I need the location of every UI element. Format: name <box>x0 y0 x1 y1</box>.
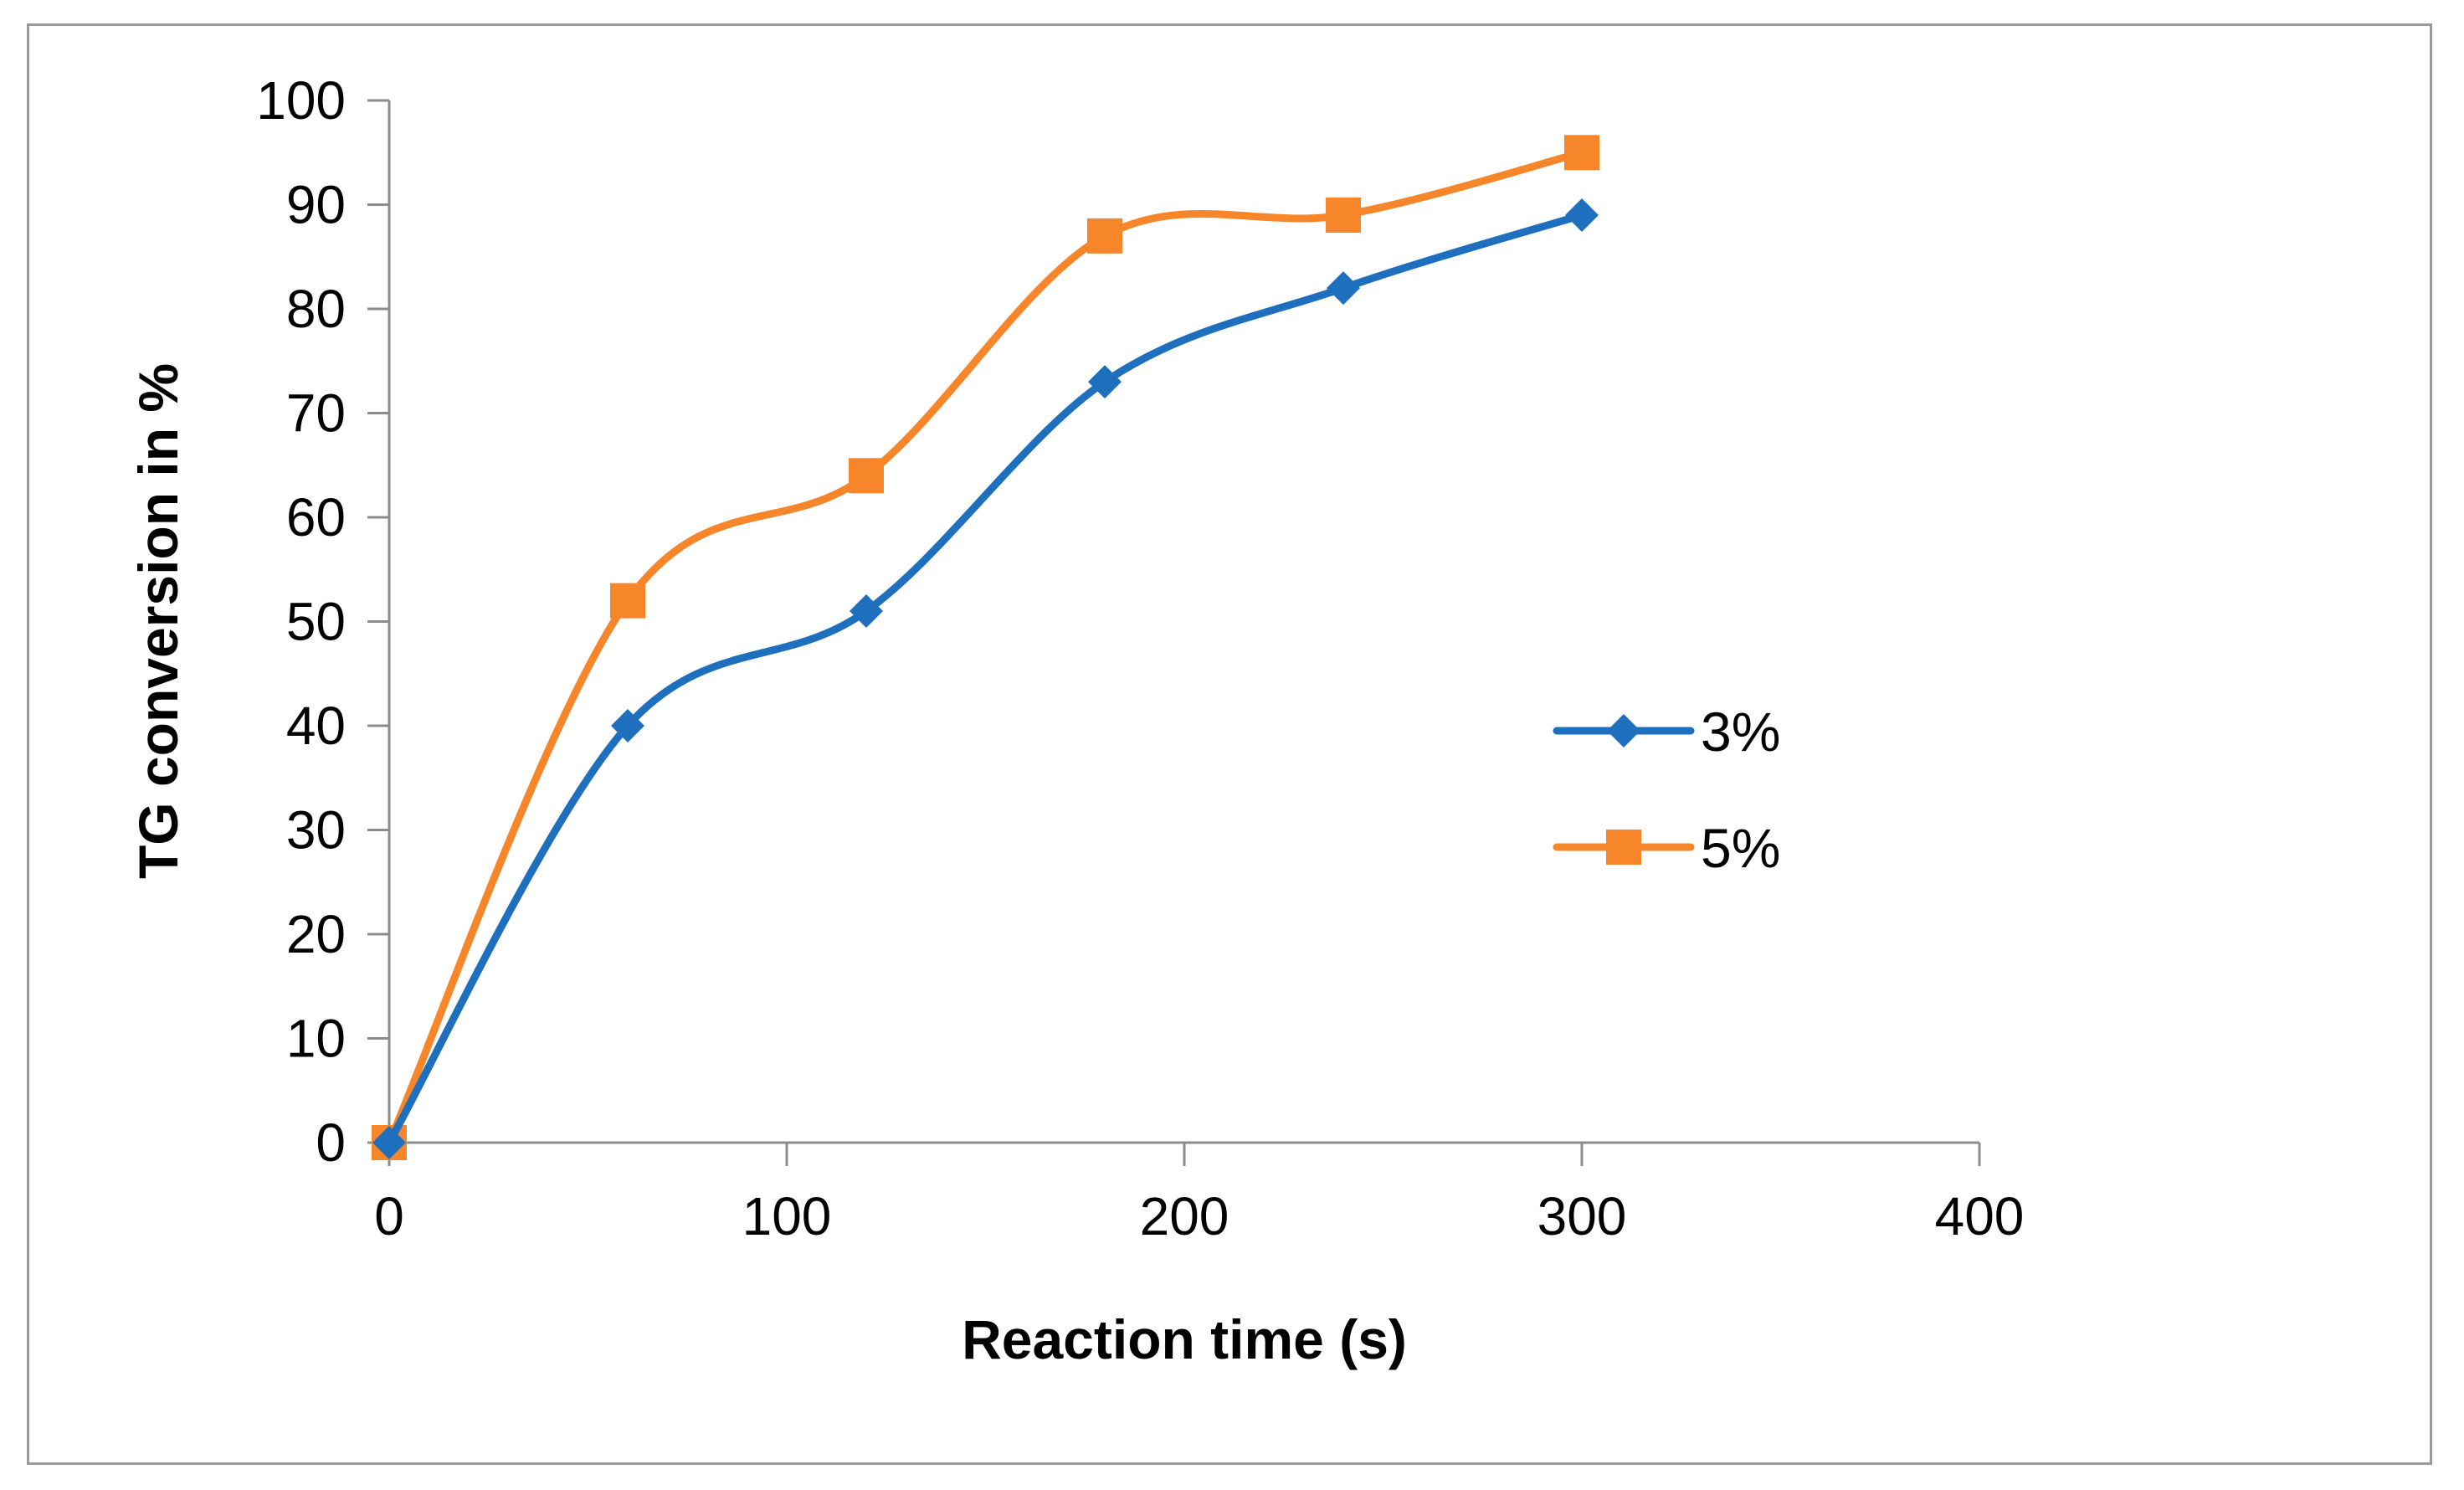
y-tick-label: 70 <box>286 383 346 444</box>
data-point-marker <box>611 709 644 742</box>
series-3pct <box>372 198 1599 1159</box>
data-point-marker <box>610 583 645 619</box>
x-tick-label: 200 <box>1140 1186 1229 1246</box>
series-group <box>372 135 1599 1160</box>
y-tick-label: 40 <box>286 696 346 756</box>
legend-marker <box>1607 714 1640 748</box>
legend-item-3pct: 3% <box>1553 701 1780 763</box>
y-tick-label: 100 <box>256 70 346 131</box>
x-axis: 0 100 200 300 400 <box>374 1141 2024 1246</box>
legend: 3% 5% <box>1553 701 1780 879</box>
y-tick-label: 50 <box>286 592 346 652</box>
data-point-marker <box>372 1126 406 1159</box>
y-axis: 0 10 20 30 40 50 60 70 80 90 100 <box>256 70 391 1173</box>
data-point-marker <box>1326 197 1361 233</box>
series-5pct <box>372 135 1599 1160</box>
x-tick-label: 0 <box>374 1186 404 1246</box>
y-tick-label: 60 <box>286 487 346 547</box>
legend-item-5pct: 5% <box>1553 817 1780 879</box>
chart-frame <box>27 23 2432 1465</box>
data-point-marker <box>1565 198 1599 232</box>
legend-marker <box>1606 830 1641 865</box>
data-point-marker <box>1087 218 1122 254</box>
y-tick-label: 0 <box>316 1112 346 1173</box>
y-tick-label: 30 <box>286 800 346 861</box>
y-tick-label: 90 <box>286 175 346 235</box>
y-axis-title: TG conversion in % <box>127 363 189 879</box>
legend-label: 3% <box>1701 701 1780 763</box>
data-point-marker <box>850 594 883 629</box>
x-axis-title: Reaction time (s) <box>962 1308 1407 1370</box>
series-line <box>385 148 1586 1147</box>
data-point-marker <box>1564 135 1599 171</box>
legend-label: 5% <box>1701 817 1780 879</box>
data-point-marker <box>849 458 884 494</box>
x-axis-ticks: 0 100 200 300 400 <box>374 1143 2024 1246</box>
y-tick-label: 20 <box>286 904 346 964</box>
x-tick-label: 300 <box>1537 1186 1627 1246</box>
y-tick-label: 10 <box>286 1009 346 1069</box>
data-point-marker <box>1088 365 1122 399</box>
data-point-marker <box>1327 271 1360 306</box>
y-tick-label: 80 <box>286 279 346 339</box>
x-tick-label: 400 <box>1935 1186 2025 1246</box>
y-axis-ticks: 0 10 20 30 40 50 60 70 80 90 100 <box>256 70 389 1173</box>
x-tick-label: 100 <box>742 1186 832 1246</box>
